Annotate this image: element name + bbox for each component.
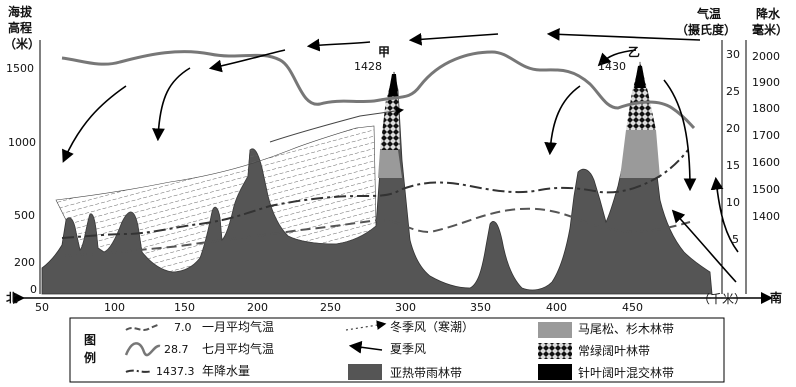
x-axis-tick: 250 [320,301,341,314]
precip-axis-tick: 1400 [752,210,780,223]
x-axis-unit: （千米） [698,292,746,306]
precip-axis-tick: 1800 [752,102,780,115]
left-axis-tick: 500 [14,209,35,222]
legend-summer-monsoon-label: 夏季风 [390,342,426,356]
legend-pine-fir-label: 马尾松、杉木林带 [578,322,674,336]
legend-summer-monsoon-sample [348,340,383,354]
legend-jul-temp-label: 七月平均气温 [202,341,274,356]
x-axis: 北 南 50 100 150 200 250 300 350 400 450 4… [6,290,782,314]
legend-evergreen-label: 常绿阔叶林带 [578,343,650,358]
summer-monsoon-arrow [546,27,701,41]
legend-precip-label: 年降水量 [202,364,250,378]
peak-jia-pine-fir-band [378,150,402,178]
winter-monsoon-arrow [269,106,404,143]
south-label: 南 [770,290,782,305]
legend-jul-temp-sample [124,342,161,357]
precip-axis-tick: 2000 [752,50,780,63]
x-axis-tick: 200 [247,301,268,314]
legend-mixed-swatch [538,364,572,380]
precip-axis-title-line2: 毫米） [752,22,788,37]
july-temperature-curve [61,50,696,130]
legend-mixed-label: 针叶阔叶混交林带 [578,365,674,380]
precip-axis-title-line1: 降水 [756,6,781,21]
temp-axis-tick: 15 [726,159,740,172]
rainforest-terrain [41,61,713,295]
legend-precip-sample [125,369,153,373]
summer-monsoon-arrow [62,85,127,163]
x-axis-tick: 300 [395,301,416,314]
legend-jan-temp-sample [125,323,161,331]
peak-yi-name: 乙 [628,45,640,59]
summer-monsoon-arrow [597,49,637,67]
january-temperature-curve [61,207,691,257]
left-axis-title-line2: 高程 [8,20,32,35]
legend-winter-monsoon-sample [345,320,387,331]
left-axis: 海拔 高程 （米） 1500 1000 500 200 0 [4,4,41,296]
precip-axis-tick: 1700 [752,129,780,142]
peak-jia-elevation: 1428 [354,60,382,73]
left-axis-title-line3: （米） [4,36,40,51]
legend-rainforest-label: 亚热带雨林带 [390,366,462,380]
legend-title-line1: 图 [84,333,96,347]
temp-axis-tick: 20 [726,122,740,135]
left-axis-tick: 0 [30,283,37,296]
precip-axis-tick: 1900 [752,76,780,89]
legend-title-line2: 例 [84,350,96,365]
x-axis-tick: 50 [35,301,49,314]
summer-monsoon-arrow [152,67,191,142]
summer-monsoon-arrow [663,79,697,192]
precip-axis-tick: 1600 [752,156,780,169]
legend-jan-temp-value: 7.0 [174,321,192,334]
legend-winter-monsoon-label: 冬季风（寒潮） [390,319,474,334]
peak-yi-elevation: 1430 [598,60,626,73]
summer-monsoon-arrow [306,38,371,52]
peak-jia-mixed-band [388,74,398,96]
north-label: 北 [6,290,18,305]
left-axis-tick: 1000 [8,136,36,149]
legend-evergreen-swatch [538,343,572,359]
peak-yi-mixed-band [634,66,646,88]
legend-rainforest-swatch [348,364,382,380]
x-axis-tick: 400 [546,301,567,314]
x-axis-tick: 150 [174,301,195,314]
legend: 图 例 7.0 一月平均气温 28.7 七月平均气温 1437.3 年降水量 冬… [69,317,725,383]
temp-axis-tick: 10 [726,196,740,209]
left-axis-title-line1: 海拔 [8,4,33,19]
summer-monsoon-arrow [208,49,286,73]
temp-axis-title-line2: （摄氏度） [676,22,736,37]
legend-pine-fir-swatch [538,322,572,338]
peak-jia-name: 甲 [378,45,390,59]
peak-yi-pine-fir-band [620,130,660,178]
x-axis-tick: 450 [622,301,643,314]
left-axis-tick: 1500 [6,62,34,75]
annual-precipitation-curve [61,149,689,239]
x-axis-tick: 350 [470,301,491,314]
temp-axis-title-line1: 气温 [696,6,721,21]
temperature-axis: 气温 （摄氏度） 30 25 20 15 10 5 [676,6,740,294]
pine-fir-hatched-zone [55,125,377,273]
summer-monsoon-arrow [710,176,739,253]
x-axis-tick: 100 [104,301,125,314]
temp-axis-tick: 5 [732,233,739,246]
left-axis-tick: 200 [14,256,35,269]
legend-jul-temp-value: 28.7 [164,343,189,356]
legend-jan-temp-label: 一月平均气温 [202,319,274,334]
summer-monsoon-arrows [62,27,739,283]
temp-axis-tick: 25 [726,85,740,98]
legend-precip-value: 1437.3 [156,365,195,378]
temp-axis-tick: 30 [726,48,740,61]
peak-yi-evergreen-band [626,62,656,130]
summer-monsoon-arrow [408,32,499,46]
summer-monsoon-arrow [544,85,581,156]
precipitation-axis: 降水 毫米） 2000 1900 1800 1700 1600 1500 140… [745,6,788,294]
precip-axis-tick: 1500 [752,183,780,196]
summer-monsoon-arrow [671,209,737,283]
